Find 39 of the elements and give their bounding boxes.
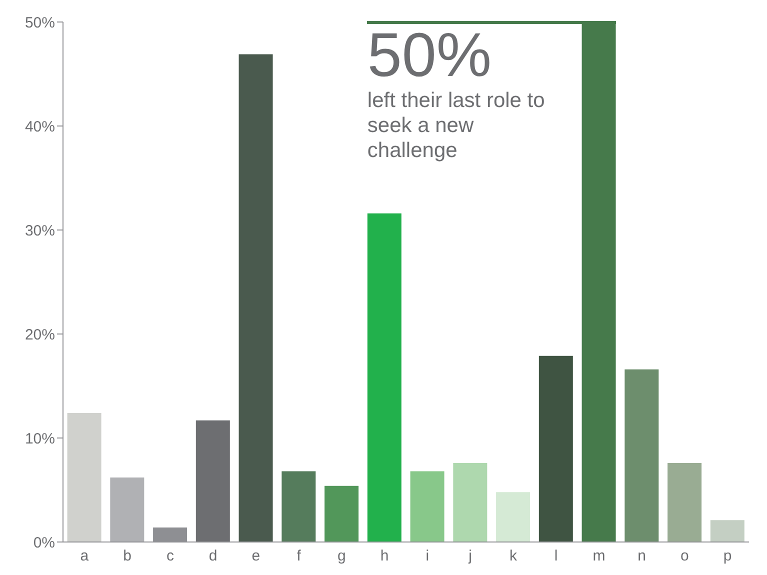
bar — [410, 471, 444, 542]
y-tick-label: 40% — [24, 118, 55, 136]
x-tick-label: h — [380, 548, 389, 565]
bar — [282, 471, 316, 542]
bar — [582, 22, 616, 542]
bar — [324, 486, 359, 542]
x-tick-label: f — [296, 548, 302, 565]
x-tick-label: c — [166, 548, 174, 565]
x-tick-label: b — [123, 548, 132, 565]
x-tick-label: o — [680, 548, 689, 565]
bar — [668, 462, 702, 542]
x-tick-label: g — [338, 548, 346, 565]
x-tick-label: n — [638, 548, 646, 565]
y-tick-label: 0% — [33, 534, 55, 552]
x-tick-label: a — [80, 548, 90, 565]
bar — [110, 478, 144, 542]
x-tick-label: p — [723, 548, 732, 565]
x-tick-label: e — [252, 548, 260, 565]
x-tick-label: i — [426, 548, 430, 565]
annotation: 50% — [367, 21, 492, 90]
y-tick-label: 50% — [24, 14, 55, 32]
y-tick-label: 20% — [24, 326, 55, 344]
x-tick-label: j — [468, 548, 472, 565]
annotation: left their last role to seek a new challenge — [367, 88, 546, 163]
y-tick-label: 30% — [24, 222, 55, 240]
bar — [538, 356, 573, 542]
bar — [453, 462, 488, 542]
x-tick-label: d — [208, 548, 218, 565]
bar — [196, 420, 230, 542]
bar — [367, 213, 402, 542]
x-tick-label: l — [554, 548, 558, 565]
x-tick-label: k — [509, 548, 518, 565]
bar — [496, 492, 530, 542]
y-tick-label: 10% — [24, 430, 55, 448]
bar — [710, 520, 744, 542]
bar — [238, 54, 273, 542]
bar — [624, 369, 659, 542]
bar — [67, 413, 102, 542]
x-tick-label: m — [592, 548, 606, 565]
